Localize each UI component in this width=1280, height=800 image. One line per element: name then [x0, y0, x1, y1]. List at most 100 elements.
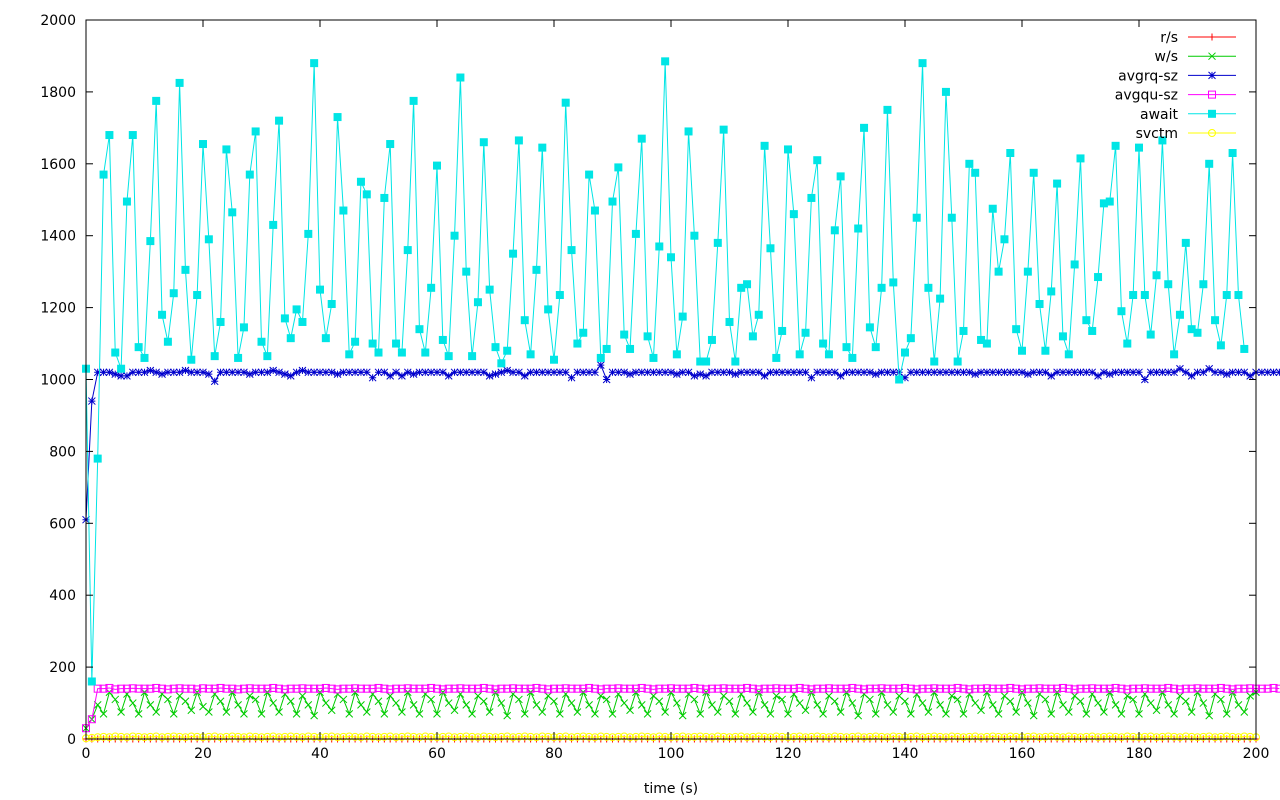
data-point: [123, 372, 131, 380]
data-point: [643, 332, 652, 341]
data-point: [649, 368, 658, 377]
data-point: [1064, 350, 1073, 359]
y-tick-label: 400: [49, 588, 76, 604]
data-point: [1205, 684, 1214, 693]
data-point: [672, 732, 681, 741]
data-point: [380, 732, 389, 741]
data-point: [1135, 368, 1143, 377]
data-point: [415, 709, 424, 718]
legend: r/s w/s avgrq-sz avgqu-sz await svctm: [1115, 30, 1236, 142]
data-point: [257, 368, 266, 377]
data-point: [351, 368, 359, 377]
data-point: [503, 711, 512, 720]
data-point: [333, 370, 342, 378]
data-point: [725, 368, 734, 377]
data-point: [591, 709, 599, 718]
data-point: [292, 684, 301, 693]
data-point: [988, 368, 997, 377]
data-point: [567, 699, 576, 707]
data-point: [550, 368, 558, 377]
data-point: [257, 709, 266, 718]
data-point: [953, 683, 962, 692]
data-point: [304, 700, 313, 709]
data-point: [936, 368, 944, 377]
data-point: [988, 204, 997, 213]
data-point: [877, 283, 886, 292]
data-point: [1006, 697, 1015, 706]
data-point: [824, 350, 833, 359]
data-point: [947, 213, 956, 222]
data-point: [491, 370, 500, 378]
data-point: [386, 732, 395, 741]
data-point: [316, 684, 324, 693]
data-point: [731, 709, 740, 718]
data-point: [661, 57, 670, 66]
data-point: [386, 685, 395, 694]
data-point: [994, 684, 1003, 693]
data-point: [912, 685, 921, 694]
data-point: [87, 733, 96, 742]
data-point: [99, 684, 108, 693]
legend-label: w/s: [1155, 49, 1178, 65]
data-point: [971, 684, 980, 693]
data-point: [1035, 368, 1044, 377]
data-point: [1193, 328, 1202, 337]
data-point: [140, 684, 149, 693]
data-point: [1129, 291, 1138, 300]
data-point: [1140, 684, 1149, 693]
data-point: [801, 328, 810, 337]
data-point: [1228, 685, 1237, 694]
data-point: [994, 267, 1003, 276]
data-point: [163, 732, 172, 741]
data-point: [906, 732, 915, 741]
data-point: [462, 732, 471, 741]
data-point: [596, 692, 605, 700]
data-point: [959, 709, 968, 718]
y-tick-label: 0: [67, 732, 76, 748]
data-point: [392, 684, 401, 693]
data-point: [942, 709, 950, 718]
data-point: [140, 368, 149, 377]
data-point: [667, 253, 675, 262]
data-point: [1222, 684, 1231, 693]
data-point: [128, 368, 137, 377]
data-point: [959, 684, 968, 693]
data-point: [1240, 344, 1249, 353]
data-point: [591, 368, 599, 377]
data-point: [719, 684, 728, 693]
data-point: [1175, 685, 1184, 694]
data-point: [462, 700, 471, 709]
data-point: [286, 684, 295, 693]
x-tick-label: 120: [775, 746, 802, 762]
data-point: [152, 683, 161, 692]
data-point: [292, 368, 301, 377]
data-point: [766, 684, 775, 693]
data-point: [672, 350, 681, 359]
data-point: [1076, 368, 1085, 377]
data-point: [1228, 732, 1237, 741]
data-point: [386, 692, 395, 700]
data-point: [468, 352, 477, 361]
legend-label: svctm: [1136, 126, 1178, 142]
data-point: [561, 684, 570, 693]
data-point: [1275, 368, 1280, 377]
data-point: [772, 353, 781, 362]
data-point: [889, 684, 898, 693]
data-point: [316, 368, 324, 377]
data-point: [251, 368, 260, 377]
data-point: [678, 368, 687, 377]
data-point: [953, 357, 962, 366]
data-point: [351, 732, 360, 741]
data-point: [503, 684, 512, 693]
data-point: [362, 190, 371, 199]
data-point: [567, 684, 576, 693]
data-point: [1263, 368, 1272, 377]
data-point: [737, 368, 746, 377]
data-point: [842, 368, 851, 377]
data-point: [1059, 368, 1067, 377]
data-point: [860, 368, 868, 377]
data-point: [1029, 732, 1038, 741]
data-point: [298, 692, 307, 700]
data-point: [321, 699, 330, 707]
data-point: [567, 246, 576, 255]
